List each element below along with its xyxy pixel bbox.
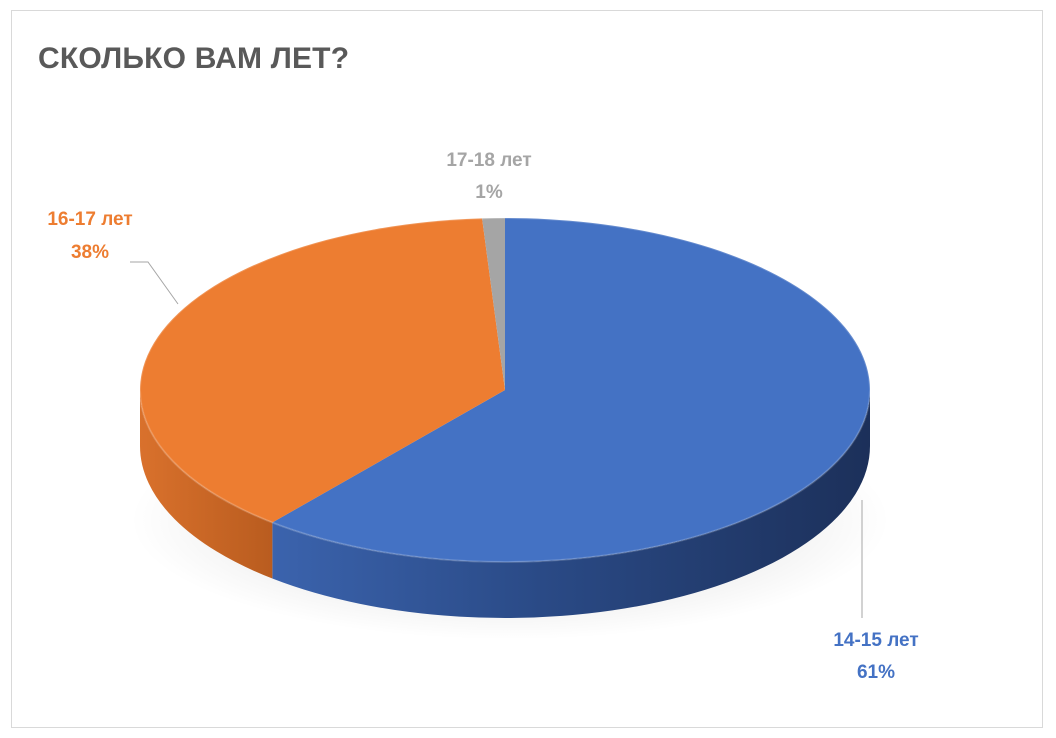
slice-category-label: 17-18 лет bbox=[446, 150, 531, 171]
data-labels: 14-15 лет 61% 16-17 лет 38% 17-18 лет 1% bbox=[47, 150, 918, 683]
slice-percent-label: 1% bbox=[475, 182, 503, 203]
pie-slice-side bbox=[272, 390, 871, 619]
pie-rim bbox=[139, 217, 871, 563]
slice-category-label: 16-17 лет bbox=[47, 209, 132, 230]
pie-sides bbox=[140, 390, 871, 619]
chart-title: СКОЛЬКО ВАМ ЛЕТ? bbox=[38, 42, 350, 75]
slice-percent-label: 61% bbox=[857, 662, 895, 683]
pie-slice bbox=[272, 218, 870, 563]
pie-slice bbox=[139, 218, 506, 523]
pie-tops bbox=[139, 217, 871, 563]
slice-category-label: 14-15 лет bbox=[833, 630, 918, 651]
leader-line bbox=[130, 261, 179, 305]
pie-slice-side bbox=[140, 390, 273, 579]
pie-slice bbox=[482, 218, 505, 390]
leader-lines bbox=[130, 261, 863, 618]
slice-percent-label: 38% bbox=[71, 242, 109, 263]
